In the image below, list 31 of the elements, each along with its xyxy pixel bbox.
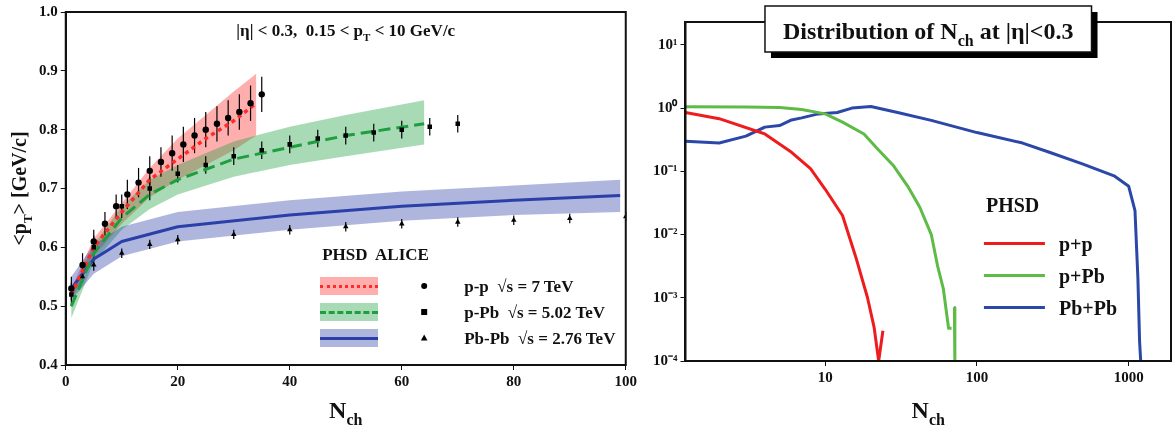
legend-label: p+p [1058, 232, 1093, 256]
x-tick-label: 60 [394, 372, 410, 389]
y-tick-label: 0.9 [39, 61, 58, 78]
y-tick-label: 0.8 [39, 120, 58, 137]
legend-label: p-Pb √s = 5.02 TeV [464, 302, 606, 322]
x-tick-label: 100 [965, 368, 989, 385]
y-tick-label: 10⁻² [653, 225, 678, 242]
x-tick-label: 1000 [1113, 368, 1144, 385]
y-tick-label: 1.0 [39, 2, 58, 19]
x-tick-label: 80 [506, 372, 522, 389]
y-tick-label: 10¹ [658, 35, 678, 52]
x-tick-label: 0 [62, 372, 70, 389]
legend-label: p+Pb [1058, 264, 1105, 288]
legend-label: p-p √s = 7 TeV [464, 276, 575, 296]
legend-label: Pb-Pb √s = 2.76 TeV [464, 328, 617, 348]
y-tick-label: 10⁻⁴ [653, 351, 678, 368]
legend-label: Pb+Pb [1058, 296, 1117, 319]
y-axis-title: <pT> [GeV/c] [8, 131, 35, 246]
y-tick-label: 0.4 [39, 355, 59, 372]
y-tick-label: 0.7 [39, 179, 59, 196]
x-tick-label: 100 [614, 372, 637, 389]
legend-title: PHSD ALICE [322, 245, 429, 264]
y-tick-label: 10⁰ [657, 97, 679, 115]
x-tick-label: 40 [282, 372, 298, 389]
y-tick-label: 0.6 [39, 238, 59, 255]
y-tick-label: 10⁻¹ [653, 162, 678, 179]
y-tick-label: 10⁻³ [653, 288, 678, 305]
legend-title: PHSD [985, 193, 1040, 216]
y-tick-label: 0.5 [39, 297, 58, 314]
x-tick-label: 10 [817, 368, 833, 385]
x-tick-label: 20 [170, 372, 186, 389]
